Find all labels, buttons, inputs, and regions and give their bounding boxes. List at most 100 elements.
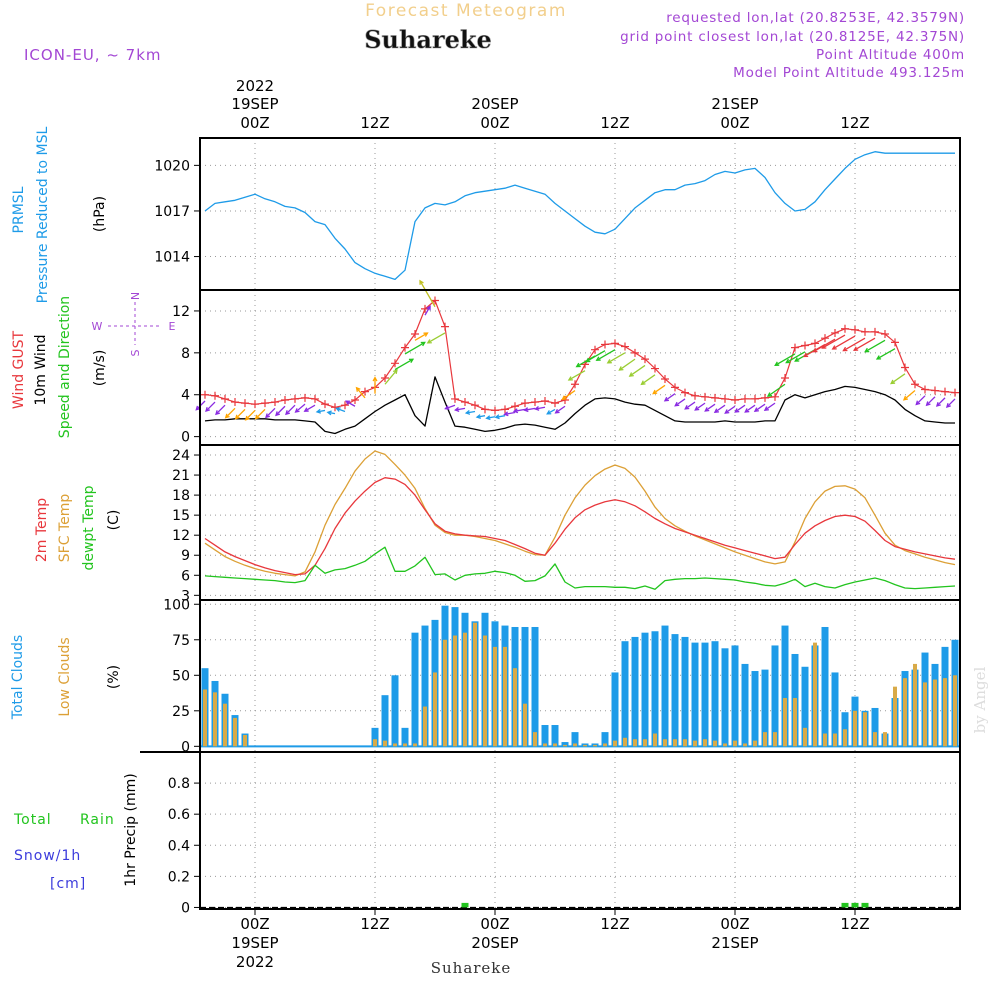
low-cloud-bar (783, 698, 787, 747)
gust-marker (591, 345, 599, 354)
ytick-label-temp: 12 (172, 528, 190, 544)
wind-arrow-head (575, 362, 581, 368)
station-title: Suhareke (364, 25, 492, 54)
ytick-label-clouds: 75 (172, 633, 190, 649)
model-label: ICON-EU, ~ 7km (24, 46, 162, 64)
total-cloud-bar (801, 666, 809, 747)
axis-labels: 1014 1017 1020 0 4 8 12 3 6 9 12 15 18 21 24 0 25 50 75 100… (154, 77, 869, 971)
gust-marker (291, 394, 299, 403)
ytick-label-wind: 0 (181, 430, 190, 446)
ytick-label-temp: 24 (172, 448, 190, 464)
wind-arrow-shaft (445, 404, 456, 410)
wind-arrow-shaft (424, 305, 431, 316)
gust-marker (241, 399, 249, 408)
wind-arrow-head (567, 376, 573, 381)
gust-marker (801, 341, 809, 350)
top-date-label: 21SEP (711, 95, 758, 113)
wind-arrow-head (454, 407, 460, 412)
point-altitude: Point Altitude 400m (816, 47, 965, 63)
wind-arrow-head (753, 407, 759, 412)
wind-arrow-head (534, 405, 540, 411)
wind-arrow-shaft (684, 401, 696, 410)
wind-arrow-shaft (832, 335, 856, 350)
wind-arrow-shaft (674, 398, 686, 407)
gust-marker (481, 405, 489, 414)
total-cloud-bar (371, 727, 379, 747)
low-cloud-bar (203, 689, 207, 747)
wind-arrow-head (426, 305, 431, 311)
wind-arrow-shaft (641, 374, 656, 385)
ytick-label-temp: 6 (181, 568, 190, 584)
wind-arrow-shaft (915, 395, 926, 405)
ytick-label-precip: 0.8 (168, 776, 190, 792)
wind-arrow-shaft (404, 341, 426, 355)
gust-marker (511, 402, 519, 411)
wind-arrow-shaft (245, 409, 256, 421)
gust-marker (421, 304, 429, 313)
wind-arrow-head (444, 405, 450, 410)
wind-arrow-head (802, 352, 809, 358)
wind-arrow-shaft (419, 280, 436, 308)
wind-arrow-head (674, 401, 680, 407)
low-cloud-bar (663, 739, 667, 747)
gust-marker (811, 339, 819, 348)
temp-label-dew: dewpt Temp (81, 485, 97, 570)
bottom-time-label: 12Z (600, 915, 629, 933)
wind-arrow-head (875, 355, 882, 360)
wind-arrow-shaft (215, 404, 226, 415)
wind-arrow-head (713, 408, 719, 414)
wind-arrow-shaft (704, 403, 716, 412)
low-cloud-bar (803, 727, 807, 747)
low-cloud-bar (543, 743, 547, 747)
wind-arrow-shaft (903, 390, 916, 401)
wind-arrow-head (408, 358, 415, 363)
pressure-line (204, 151, 955, 281)
compass-south: S (129, 349, 142, 356)
total-cloud-bar (771, 645, 779, 747)
wind-arrow-head (864, 347, 870, 353)
temp-unit: (C) (106, 510, 122, 531)
low-cloud-bar (633, 739, 637, 747)
wind-unit: (m/s) (92, 350, 108, 387)
snow-unit: [cm] (50, 876, 86, 892)
low-cloud-bar (903, 678, 907, 747)
wind-arrow-head (554, 408, 560, 414)
wind-arrow-shaft (764, 402, 776, 411)
temp-2m-line (204, 477, 956, 576)
wind-arrow-head (734, 408, 740, 413)
wind-arrow-shaft (786, 351, 806, 364)
wind-arrow-shaft (455, 407, 466, 411)
wind-arrow-head (275, 411, 281, 417)
gust-marker (771, 392, 779, 401)
super-title: Forecast Meteogram (365, 1, 567, 21)
low-cloud-bar (563, 744, 567, 747)
ytick-label-pressure: 1017 (154, 204, 190, 220)
gust-marker (531, 398, 539, 407)
gust-marker (731, 395, 739, 404)
wind-arrow-head (606, 359, 612, 364)
bottom-time-label: 00Z (240, 915, 269, 933)
gust-marker (871, 327, 879, 336)
wind-arrow-head (546, 410, 552, 415)
wind-arrow-shaft (345, 400, 356, 407)
temp-label-2m: 2m Temp (34, 498, 50, 562)
low-cloud-bar (453, 635, 457, 747)
wind-speed-line (204, 376, 955, 435)
wind-arrow-head (464, 410, 471, 415)
gust-marker (231, 398, 239, 407)
low-cloud-bar (613, 740, 617, 747)
total-cloud-bar (711, 641, 719, 747)
wind-arrow-shaft (774, 353, 796, 366)
total-cloud-bar (541, 725, 549, 747)
clouds-label-low: Low Clouds (57, 637, 73, 716)
gust-marker (741, 394, 749, 403)
wind-arrow-shaft (596, 349, 616, 361)
wind-arrow-head (595, 356, 601, 361)
ytick-label-temp: 3 (181, 588, 190, 604)
wind-arrow-shaft (235, 408, 246, 420)
gust-marker (831, 328, 839, 337)
low-cloud-bar (523, 703, 527, 747)
low-cloud-bar (403, 743, 407, 747)
wind-arrow-shaft (427, 332, 446, 344)
